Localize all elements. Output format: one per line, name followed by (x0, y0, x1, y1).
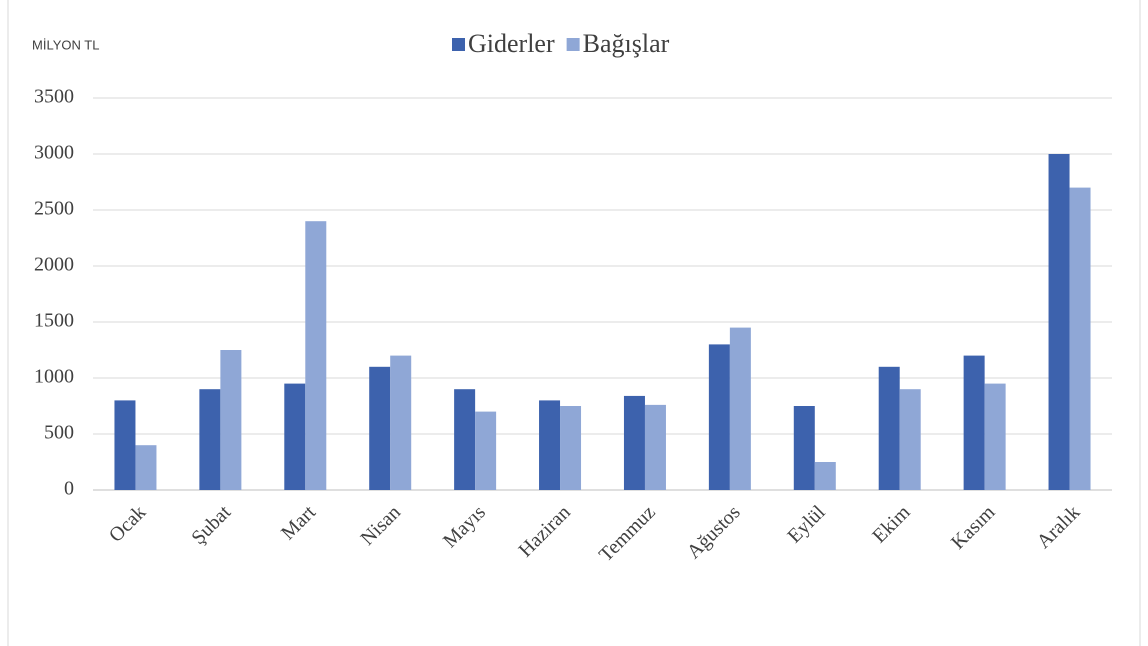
y-tick-label: 1500 (34, 310, 74, 332)
bar (1069, 187, 1091, 490)
x-tick-label: Eylül (783, 501, 830, 548)
y-tick-label: 1000 (34, 366, 74, 388)
chart-border (7, 0, 1141, 646)
y-tick-label: 2500 (34, 198, 74, 220)
bar (390, 355, 412, 490)
y-tick-label: 2000 (34, 254, 74, 276)
bar (135, 445, 157, 490)
bar (708, 344, 730, 490)
bar (729, 327, 751, 490)
x-tick-label: Ocak (105, 501, 150, 546)
y-tick-label: 3000 (34, 142, 74, 164)
y-tick-label: 3500 (34, 86, 74, 108)
bar (284, 383, 306, 490)
x-tick-label: Şubat (187, 501, 235, 549)
bar (878, 366, 900, 490)
bar (369, 366, 391, 490)
legend-swatch (566, 38, 580, 51)
x-tick-label: Aralık (1033, 501, 1085, 553)
bar (454, 389, 476, 490)
y-tick-label: 0 (64, 478, 74, 500)
bar (560, 406, 582, 490)
legend-label: Giderler (468, 29, 555, 58)
x-tick-label: Haziran (515, 501, 575, 561)
x-tick-label: Mayıs (439, 501, 490, 552)
bar (644, 404, 666, 490)
legend-label: Bağışlar (583, 29, 670, 58)
x-tick-label: Kasım (947, 501, 1000, 554)
x-tick-label: Temmuz (595, 501, 660, 566)
x-tick-label: Nisan (356, 501, 405, 550)
y-axis-label: MİLYON TL (32, 37, 99, 52)
bar (1048, 154, 1070, 490)
bar (199, 389, 221, 490)
bar (899, 389, 921, 490)
bar (305, 221, 327, 490)
bar (793, 406, 815, 490)
x-tick-label: Ekim (868, 501, 915, 548)
legend-swatch (452, 38, 465, 51)
x-tick-label: Mart (277, 501, 320, 544)
bar (475, 411, 497, 490)
bar (814, 462, 836, 490)
y-tick-label: 500 (44, 422, 74, 444)
x-tick-label: Ağustos (683, 501, 745, 563)
bar (984, 383, 1006, 490)
bar (114, 400, 136, 490)
bar (623, 395, 645, 490)
bar (963, 355, 985, 490)
bar (539, 400, 561, 490)
bar (220, 350, 242, 490)
